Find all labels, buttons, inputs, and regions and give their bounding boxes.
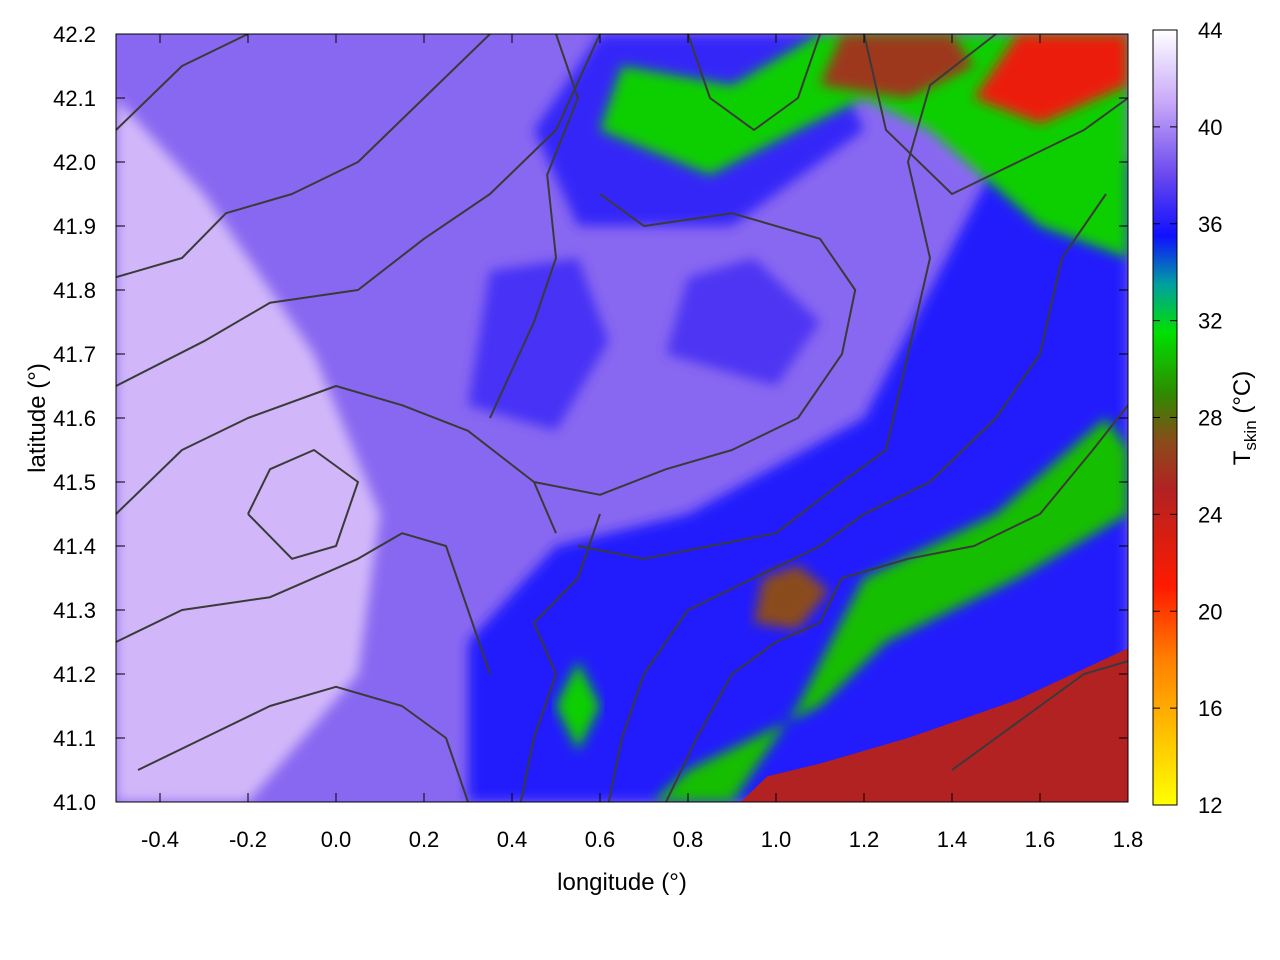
- x-tick-label: -0.2: [229, 827, 267, 852]
- x-tick-label: 1.2: [849, 827, 880, 852]
- temperature-field: [116, 34, 1128, 802]
- x-tick-label: 1.6: [1025, 827, 1056, 852]
- contour-line: [116, 34, 249, 131]
- colorbar-tick-label: 20: [1198, 599, 1222, 624]
- y-tick-label: 41.8: [53, 278, 96, 303]
- colorbar-label-main: T: [1229, 450, 1256, 465]
- y-tick-label: 42.0: [53, 150, 96, 175]
- field-region-sea: [740, 648, 1128, 802]
- contour-line: [116, 34, 491, 279]
- y-tick-label: 41.6: [53, 406, 96, 431]
- x-tick-label: 0.0: [321, 827, 352, 852]
- field-region-green-southeast: [652, 418, 1128, 802]
- contour-line: [137, 685, 469, 802]
- y-tick-label: 41.5: [53, 470, 96, 495]
- colorbar-tick-label: 40: [1198, 115, 1222, 140]
- contour-line: [489, 34, 579, 419]
- x-axis-label: longitude (°): [557, 869, 687, 896]
- y-tick-label: 42.2: [53, 22, 96, 47]
- colorbar-label-sub: skin: [1241, 420, 1260, 450]
- y-axis-label: latitude (°): [24, 363, 51, 473]
- x-tick-label: 0.8: [673, 827, 704, 852]
- colorbar-ticks: 12 16 20 24 28 32 36 40 44: [1153, 18, 1222, 818]
- y-tick-label: 41.4: [53, 534, 96, 559]
- contour-line: [519, 513, 601, 802]
- x-tick-label: 0.4: [497, 827, 528, 852]
- colorbar-label-unit: (°C): [1229, 371, 1256, 421]
- field-region-central-blue-2: [666, 258, 820, 386]
- field-region-brown-southeast-patch: [754, 565, 829, 630]
- colorbar-tick-label: 36: [1198, 212, 1222, 237]
- colorbar-label: Tskin (°C): [1229, 371, 1260, 466]
- y-tick-label: 41.2: [53, 662, 96, 687]
- x-tick-label: 0.2: [409, 827, 440, 852]
- y-tick-label: 41.3: [53, 598, 96, 623]
- x-tick-label: 1.4: [937, 827, 968, 852]
- contour-line: [247, 449, 359, 560]
- y-tick-label: 41.9: [53, 214, 96, 239]
- elevation-contours: [116, 34, 1128, 802]
- contour-line: [116, 34, 601, 387]
- colorbar-tick-label: 32: [1198, 309, 1222, 334]
- x-axis-ticks: -0.4 -0.2 0.0 0.2 0.4 0.6 0.8 1.0 1.2 1.4 1.6 1.8: [141, 34, 1143, 852]
- colorbar-tick-label: 28: [1198, 406, 1222, 431]
- field-region-red-northeast: [974, 34, 1128, 124]
- y-tick-label: 41.7: [53, 342, 96, 367]
- contour-line: [863, 34, 1128, 195]
- field-region-east-blue: [468, 162, 1128, 802]
- contour-line: [687, 34, 821, 131]
- contour-line: [665, 404, 1128, 802]
- y-tick-label: 41.1: [53, 726, 96, 751]
- colorbar-tick-label: 12: [1198, 793, 1222, 818]
- x-tick-label: 1.0: [761, 827, 792, 852]
- field-region-warm-west: [116, 98, 380, 802]
- contour-line: [607, 193, 1107, 802]
- y-tick-label: 42.1: [53, 86, 96, 111]
- colorbar-tick-label: 24: [1198, 502, 1222, 527]
- contour-line: [533, 193, 857, 496]
- y-tick-label: 41.0: [53, 790, 96, 815]
- contour-line: [116, 532, 491, 675]
- field-region-green-mid: [556, 661, 600, 751]
- x-tick-label: -0.4: [141, 827, 179, 852]
- contour-line: [577, 34, 997, 560]
- colorbar-tick-label: 44: [1198, 18, 1222, 43]
- x-tick-label: 0.6: [585, 827, 616, 852]
- contour-line: [951, 660, 1128, 771]
- x-tick-label: 1.8: [1113, 827, 1144, 852]
- contour-line: [116, 385, 557, 534]
- y-axis-ticks: 41.0 41.1 41.2 41.3 41.4 41.5 41.6 41.7 41.8 41.9…: [53, 22, 1128, 815]
- colorbar-tick-label: 16: [1198, 696, 1222, 721]
